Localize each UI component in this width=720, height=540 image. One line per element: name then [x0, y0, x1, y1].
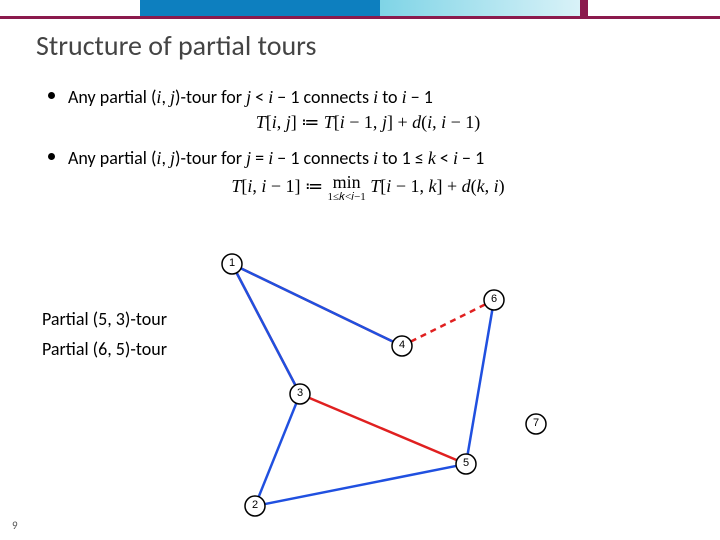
page-number: 9: [12, 519, 18, 532]
graph-edge: [468, 310, 493, 454]
graph-edge: [241, 268, 393, 341]
graph-node-label: 4: [393, 339, 411, 351]
graph-edge: [309, 398, 457, 460]
graph-node-label: 7: [527, 417, 545, 429]
graph-edge: [259, 403, 297, 496]
tour-graph: [0, 0, 720, 540]
graph-node-label: 5: [457, 457, 475, 469]
graph-node-label: 3: [291, 387, 309, 399]
graph-edge: [265, 466, 456, 504]
graph-node-label: 6: [485, 293, 503, 305]
graph-edge: [411, 304, 485, 341]
graph-node-label: 2: [246, 499, 264, 511]
graph-node-label: 1: [223, 257, 241, 269]
